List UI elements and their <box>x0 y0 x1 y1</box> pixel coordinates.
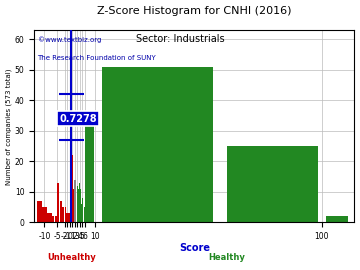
Text: The Research Foundation of SUNY: The Research Foundation of SUNY <box>37 55 156 61</box>
Bar <box>75 180 76 222</box>
Bar <box>82 198 84 222</box>
Bar <box>80 189 81 222</box>
Text: 0.7278: 0.7278 <box>59 114 97 124</box>
Bar <box>74 180 75 222</box>
Bar <box>52 216 54 222</box>
Bar <box>84 207 85 222</box>
Bar <box>102 67 213 222</box>
Text: ©www.textbiz.org: ©www.textbiz.org <box>37 36 101 43</box>
Bar <box>37 201 41 222</box>
Text: Healthy: Healthy <box>208 253 245 262</box>
X-axis label: Score: Score <box>179 242 210 252</box>
Bar <box>72 155 73 222</box>
Bar <box>326 216 348 222</box>
Bar <box>227 146 318 222</box>
Bar <box>69 198 70 222</box>
Title: Z-Score Histogram for CNHI (2016): Z-Score Histogram for CNHI (2016) <box>97 6 292 16</box>
Bar <box>66 213 67 222</box>
Bar <box>79 183 80 222</box>
Bar <box>65 207 66 222</box>
Bar <box>55 216 57 222</box>
Bar <box>78 189 79 222</box>
Bar <box>77 186 78 222</box>
Bar <box>67 213 68 222</box>
Bar <box>70 210 71 222</box>
Bar <box>85 125 94 222</box>
Bar <box>62 207 64 222</box>
Text: Unhealthy: Unhealthy <box>47 253 96 262</box>
Bar <box>73 189 74 222</box>
Bar <box>60 201 62 222</box>
Bar <box>47 213 51 222</box>
Bar <box>68 213 69 222</box>
Text: Sector: Industrials: Sector: Industrials <box>136 34 224 44</box>
Y-axis label: Number of companies (573 total): Number of companies (573 total) <box>5 68 12 185</box>
Bar <box>42 207 46 222</box>
Bar <box>57 183 59 222</box>
